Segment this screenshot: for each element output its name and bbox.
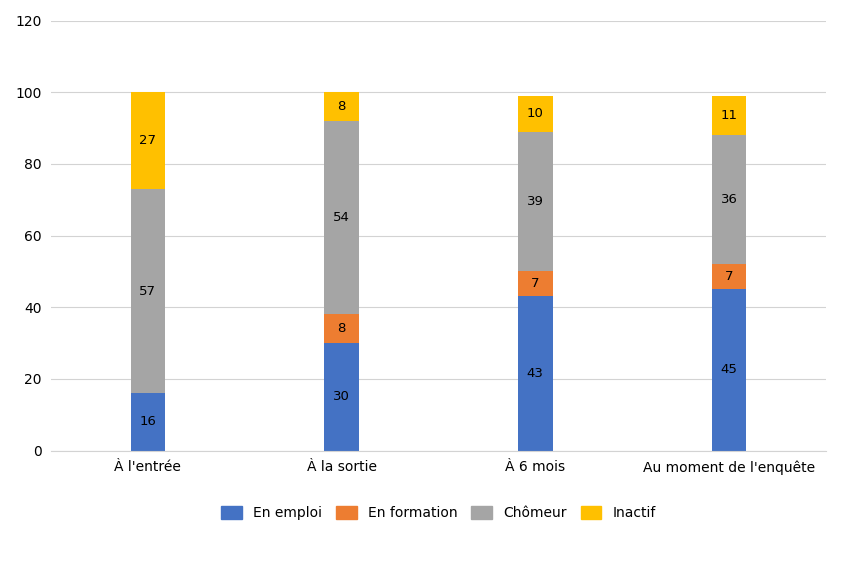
Bar — [711, 264, 745, 290]
Text: 54: 54 — [333, 211, 349, 224]
Bar — [324, 121, 359, 315]
Text: 10: 10 — [526, 107, 543, 120]
Bar — [711, 290, 745, 450]
Bar — [130, 393, 165, 450]
Text: 30: 30 — [333, 390, 349, 404]
Bar — [517, 96, 552, 132]
Text: 7: 7 — [530, 278, 539, 290]
Bar — [711, 96, 745, 135]
Text: 8: 8 — [337, 322, 345, 335]
Bar — [517, 296, 552, 450]
Text: 7: 7 — [724, 270, 733, 283]
Bar — [517, 271, 552, 296]
Text: 43: 43 — [526, 367, 543, 380]
Text: 39: 39 — [526, 195, 543, 208]
Legend: En emploi, En formation, Chômeur, Inactif: En emploi, En formation, Chômeur, Inacti… — [215, 500, 661, 526]
Bar — [517, 132, 552, 271]
Text: 57: 57 — [139, 284, 156, 298]
Bar — [324, 343, 359, 450]
Bar — [324, 92, 359, 121]
Bar — [130, 92, 165, 189]
Text: 16: 16 — [139, 416, 156, 429]
Text: 11: 11 — [720, 109, 737, 122]
Text: 45: 45 — [720, 364, 737, 376]
Bar — [324, 315, 359, 343]
Text: 36: 36 — [720, 193, 737, 206]
Text: 27: 27 — [139, 134, 156, 147]
Bar — [130, 189, 165, 393]
Text: 8: 8 — [337, 100, 345, 113]
Bar — [711, 135, 745, 264]
